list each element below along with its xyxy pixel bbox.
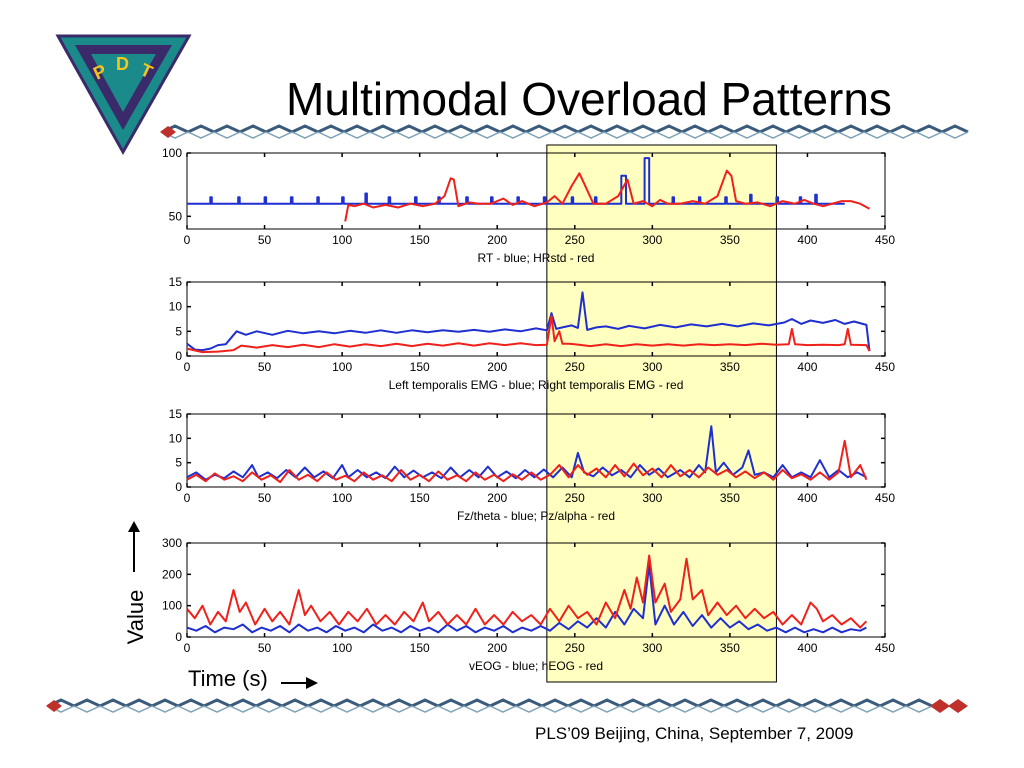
- x-tick-label: 150: [410, 233, 430, 247]
- x-arrow-head: [306, 677, 318, 689]
- x-tick-label: 450: [875, 491, 895, 505]
- y-tick-label: 300: [162, 536, 182, 550]
- x-tick-label: 400: [797, 233, 817, 247]
- x-tick-label: 300: [642, 360, 662, 374]
- x-tick-label: 0: [184, 491, 191, 505]
- y-tick-label: 200: [162, 567, 182, 581]
- x-tick-label: 250: [565, 641, 585, 655]
- x-tick-label: 350: [720, 641, 740, 655]
- y-tick-label: 50: [169, 209, 183, 223]
- y-arrow-head: [128, 521, 140, 532]
- subplot-caption: Fz/theta - blue; Pz/alpha - red: [457, 509, 615, 523]
- x-tick-label: 150: [410, 360, 430, 374]
- wave-line: [161, 131, 969, 139]
- y-tick-label: 5: [175, 324, 182, 338]
- y-tick-label: 15: [169, 275, 183, 289]
- x-tick-label: 100: [332, 641, 352, 655]
- x-tick-label: 200: [487, 233, 507, 247]
- plot-frame: [186, 542, 886, 638]
- x-tick-label: 50: [258, 360, 272, 374]
- y-tick-label: 0: [175, 349, 182, 363]
- pdt-logo: P D T: [55, 34, 192, 156]
- wave-line: [47, 705, 933, 713]
- x-tick-label: 0: [184, 641, 191, 655]
- wave-diamond: [948, 699, 968, 713]
- x-axis-note: Time (s): [188, 666, 268, 691]
- series-blue-line: [187, 157, 845, 205]
- logo-letter-d: D: [116, 54, 129, 74]
- series-blue-line: [186, 291, 871, 352]
- x-tick-label: 350: [720, 233, 740, 247]
- wave-diamond: [160, 126, 176, 138]
- y-tick-label: 100: [162, 599, 182, 613]
- x-tick-label: 400: [797, 491, 817, 505]
- wave-diamond: [46, 700, 62, 712]
- x-tick-label: 150: [410, 491, 430, 505]
- x-tick-label: 0: [184, 233, 191, 247]
- y-tick-label: 10: [169, 300, 183, 314]
- x-tick-label: 400: [797, 360, 817, 374]
- subplot-caption: RT - blue; HRstd - red: [478, 251, 595, 265]
- x-tick-label: 250: [565, 491, 585, 505]
- y-tick-label: 5: [175, 456, 182, 470]
- series-red-line: [344, 169, 870, 222]
- wave-divider-bottom: [46, 698, 968, 713]
- x-tick-label: 50: [258, 233, 272, 247]
- subplot-3: 0 50 100 150 200 250 300 350 400 450 0 5 10 15 Fz/thet…: [169, 407, 896, 523]
- series-red-line: [186, 554, 868, 629]
- x-tick-label: 250: [565, 233, 585, 247]
- x-tick-label: 100: [332, 233, 352, 247]
- wave-line: [161, 124, 969, 134]
- x-tick-label: 200: [487, 360, 507, 374]
- x-tick-label: 150: [410, 641, 430, 655]
- x-tick-label: 0: [184, 360, 191, 374]
- x-tick-label: 300: [642, 233, 662, 247]
- x-tick-label: 450: [875, 233, 895, 247]
- x-tick-label: 50: [258, 491, 272, 505]
- plot-frame: [186, 281, 886, 357]
- x-tick-label: 100: [332, 360, 352, 374]
- series-red-line: [186, 439, 868, 484]
- x-tick-label: 450: [875, 360, 895, 374]
- plot-frame: [186, 413, 886, 488]
- y-tick-label: 0: [175, 480, 182, 494]
- series-red-line: [186, 315, 871, 354]
- x-tick-label: 300: [642, 641, 662, 655]
- wave-divider-top: [160, 124, 969, 139]
- x-tick-label: 400: [797, 641, 817, 655]
- wave-diamond: [930, 699, 950, 713]
- plot-frame: [186, 152, 886, 230]
- x-tick-label: 100: [332, 491, 352, 505]
- y-axis-note: Value: [123, 590, 148, 645]
- x-tick-label: 200: [487, 491, 507, 505]
- wave-line: [47, 698, 933, 708]
- x-tick-label: 250: [565, 360, 585, 374]
- footer-text: PLS’09 Beijing, China, September 7, 2009: [535, 724, 854, 743]
- subplot-caption: vEOG - blue; hEOG - red: [469, 659, 603, 673]
- slide-title: Multimodal Overload Patterns: [286, 73, 892, 125]
- subplot-2: 0 50 100 150 200 250 300 350 400 450 0 5 10 15 Left te…: [169, 275, 896, 392]
- y-tick-label: 15: [169, 407, 183, 421]
- x-tick-label: 300: [642, 491, 662, 505]
- series-blue-line: [186, 425, 867, 481]
- x-tick-label: 50: [258, 641, 272, 655]
- x-tick-label: 450: [875, 641, 895, 655]
- y-tick-label: 100: [162, 146, 182, 160]
- subplot-4: 0 50 100 150 200 250 300 350 400 450 0 100 200 300 vEO…: [162, 536, 895, 673]
- x-tick-label: 350: [720, 491, 740, 505]
- series-blue-line: [186, 563, 867, 634]
- y-tick-label: 10: [169, 431, 183, 445]
- y-tick-label: 0: [175, 630, 182, 644]
- x-tick-label: 350: [720, 360, 740, 374]
- subplot-caption: Left temporalis EMG - blue; Right tempor…: [389, 378, 684, 392]
- x-tick-label: 200: [487, 641, 507, 655]
